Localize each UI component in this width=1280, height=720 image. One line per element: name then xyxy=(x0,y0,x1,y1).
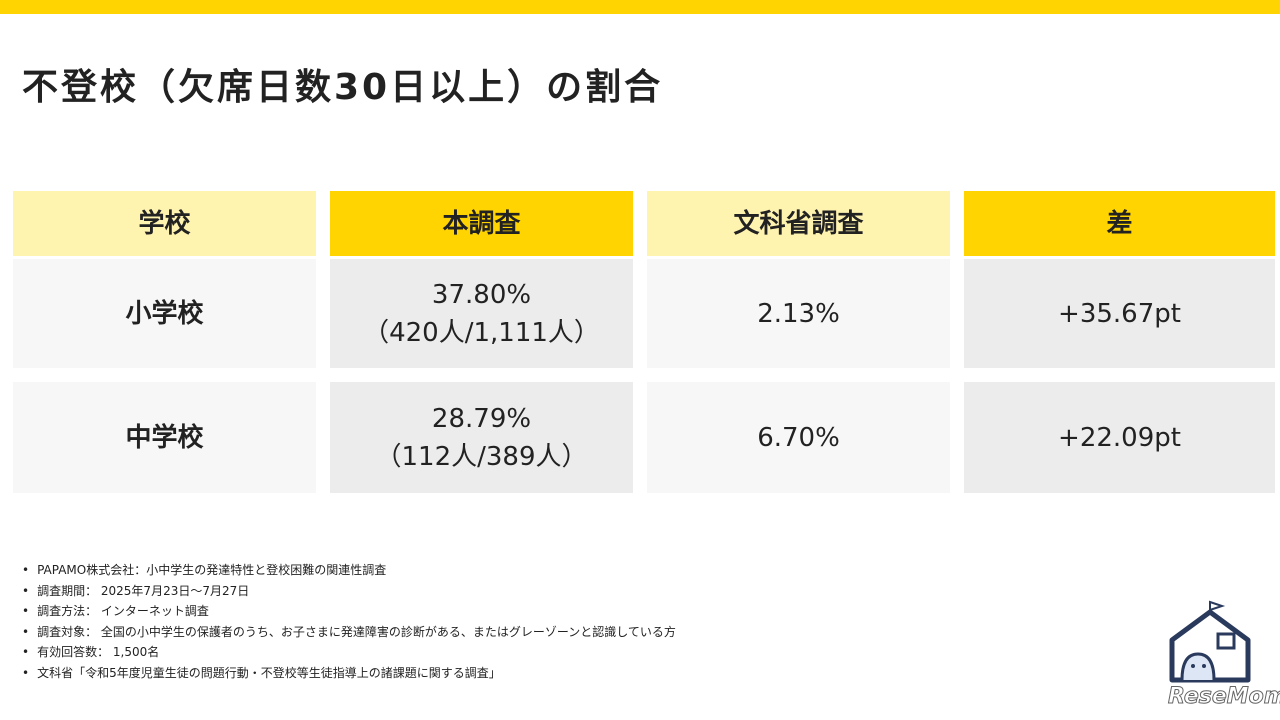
table-cell: 28.79% （112人/389人） xyxy=(330,382,633,493)
header-cell: 文科省調査 xyxy=(647,191,950,256)
cell-line: 28.79% xyxy=(431,403,532,434)
watermark: ReseMom xyxy=(1168,684,1280,710)
slide-title: 不登校（欠席日数30日以上）の割合 xyxy=(22,67,664,108)
table-cell: 2.13% xyxy=(647,259,950,368)
logo xyxy=(1169,600,1251,683)
note: 調査期間： 2025年7月23日～7月27日 xyxy=(22,581,676,602)
table-cell: +35.67pt xyxy=(964,259,1275,368)
table-cell: 小学校 xyxy=(13,259,316,368)
table-cell: +22.09pt xyxy=(964,382,1275,493)
note: 調査方法： インターネット調査 xyxy=(22,601,676,622)
note: 文科省「令和5年度児童生徒の問題行動・不登校等生徒指導上の諸課題に関する調査」 xyxy=(22,663,676,684)
table-cell: 中学校 xyxy=(13,382,316,493)
cell-line: 37.80% xyxy=(431,279,532,310)
note: 調査対象： 全国の小中学生の保護者のうち、お子さまに発達障害の診断がある、または… xyxy=(22,622,676,643)
header-cell: 本調査 xyxy=(330,191,633,256)
header-cell: 学校 xyxy=(13,191,316,256)
note: 有効回答数： 1,500名 xyxy=(22,642,676,663)
notes: PAPAMO株式会社：小中学生の発達特性と登校困難の関連性調査調査期間： 202… xyxy=(22,560,676,683)
top-bar xyxy=(0,0,1280,14)
note: PAPAMO株式会社：小中学生の発達特性と登校困難の関連性調査 xyxy=(22,560,676,581)
cell-line: （420人/1,111人） xyxy=(363,317,600,348)
cell-line: （112人/389人） xyxy=(375,441,588,472)
table-cell: 37.80% （420人/1,111人） xyxy=(330,259,633,368)
header-cell: 差 xyxy=(964,191,1275,256)
table-cell: 6.70% xyxy=(647,382,950,493)
